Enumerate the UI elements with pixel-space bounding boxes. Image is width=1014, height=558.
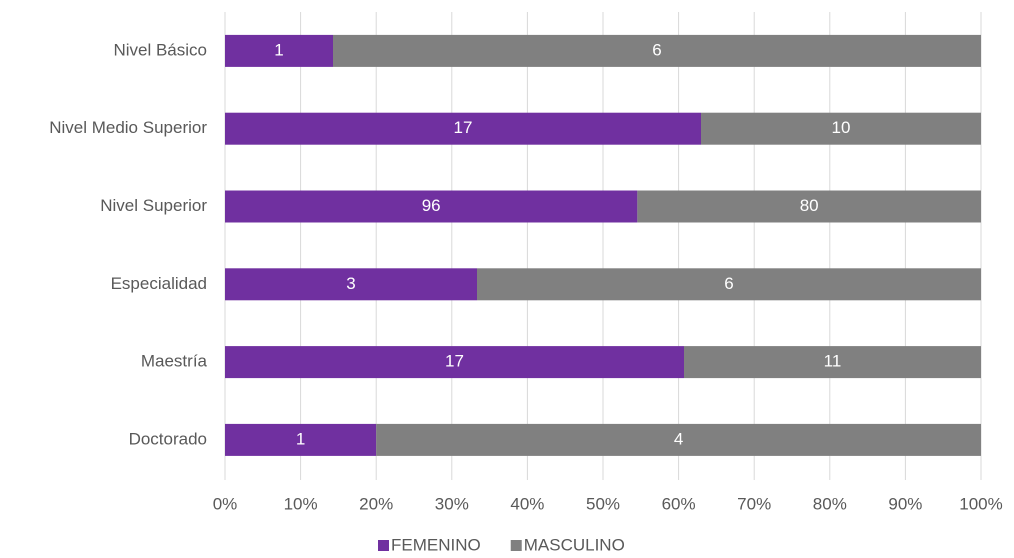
bar-segment — [684, 346, 981, 379]
x-tick-label: 40% — [510, 494, 544, 513]
bar-segment — [376, 423, 981, 456]
bar-segment — [225, 34, 333, 67]
x-tick-label: 20% — [359, 494, 393, 513]
bar-segment — [225, 190, 638, 223]
data-label: 17 — [454, 118, 473, 137]
bar-segment — [225, 423, 377, 456]
x-tick-label: 60% — [662, 494, 696, 513]
legend-swatch — [378, 540, 389, 551]
bar-segment — [333, 34, 981, 67]
data-label: 10 — [832, 118, 851, 137]
x-tick-label: 70% — [737, 494, 771, 513]
x-tick-label: 10% — [284, 494, 318, 513]
x-tick-label: 100% — [959, 494, 1002, 513]
y-tick-label: Nivel Medio Superior — [49, 118, 207, 137]
data-label: 17 — [445, 352, 464, 371]
x-tick-label: 30% — [435, 494, 469, 513]
bar-segment — [225, 112, 701, 145]
legend-swatch — [510, 540, 522, 551]
x-tick-label: 80% — [813, 494, 847, 513]
y-tick-label: Nivel Básico — [113, 40, 207, 59]
legend-label: FEMENINO — [391, 535, 481, 554]
data-label: 6 — [652, 40, 661, 59]
x-tick-label: 50% — [586, 494, 620, 513]
data-label: 6 — [724, 274, 733, 293]
y-tick-label: Doctorado — [129, 429, 207, 448]
data-label: 96 — [422, 196, 441, 215]
x-tick-label: 0% — [213, 494, 238, 513]
data-label: 1 — [296, 429, 305, 448]
data-label: 11 — [824, 352, 842, 371]
bar-segment — [225, 346, 684, 379]
y-tick-label: Maestría — [141, 352, 208, 371]
data-label: 80 — [800, 196, 819, 215]
y-tick-label: Nivel Superior — [100, 196, 207, 215]
bar-segment — [701, 112, 981, 145]
data-label: 1 — [274, 40, 283, 59]
data-label: 3 — [346, 274, 355, 293]
x-tick-label: 90% — [888, 494, 922, 513]
legend-label: MASCULINO — [524, 535, 625, 554]
bar-segment — [477, 268, 981, 301]
bar-segment — [225, 268, 477, 301]
data-label: 4 — [674, 429, 683, 448]
y-tick-label: Especialidad — [111, 274, 207, 293]
bar-segment — [637, 190, 981, 223]
